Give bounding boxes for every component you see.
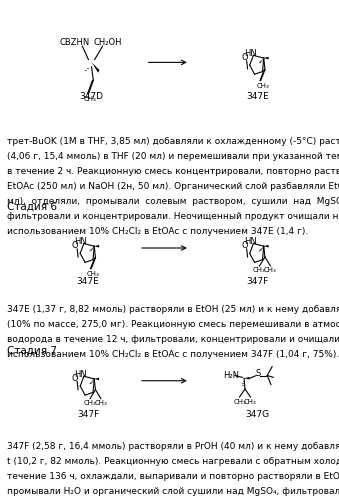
Text: 347G: 347G — [245, 410, 270, 419]
Text: 347E: 347E — [246, 92, 269, 101]
Text: EtOAc (250 мл) и NaOH (2н, 50 мл). Органический слой разбавляли EtOAc (600: EtOAc (250 мл) и NaOH (2н, 50 мл). Орган… — [7, 182, 339, 191]
Text: CBZHN: CBZHN — [60, 38, 90, 47]
Text: HN: HN — [244, 49, 256, 58]
Text: водорода в течение 12 ч, фильтровали, концентрировали и очищали на SiO₂ с: водорода в течение 12 ч, фильтровали, ко… — [7, 335, 339, 344]
Polygon shape — [244, 377, 250, 380]
Text: t (10,2 г, 82 ммоль). Реакционную смесь нагревали с обратным холодильником в: t (10,2 г, 82 ммоль). Реакционную смесь … — [7, 457, 339, 466]
Text: 347E (1,37 г, 8,82 ммоль) растворяли в EtOH (25 мл) и к нему добавляли Pd-C: 347E (1,37 г, 8,82 ммоль) растворяли в E… — [7, 305, 339, 314]
Text: фильтровали и концентрировали. Неочищенный продукт очищали на SiO₂ с: фильтровали и концентрировали. Неочищенн… — [7, 212, 339, 221]
Text: HN: HN — [244, 237, 256, 246]
Text: CH₃: CH₃ — [264, 267, 277, 273]
Text: CH₃: CH₃ — [87, 271, 100, 277]
Text: CH₃: CH₃ — [253, 267, 266, 273]
Text: H₂N: H₂N — [223, 371, 239, 380]
Text: 347F: 347F — [246, 277, 269, 286]
Text: CH₃: CH₃ — [95, 400, 107, 406]
Text: трет-BuOK (1М в THF, 3,85 мл) добавляли к охлажденному (-5°C) раствору 347D: трет-BuOK (1М в THF, 3,85 мл) добавляли … — [7, 137, 339, 146]
Text: (10% по массе, 275,0 мг). Реакционную смесь перемешивали в атмосфере: (10% по массе, 275,0 мг). Реакционную см… — [7, 320, 339, 329]
Text: в течение 2 ч. Реакционную смесь концентрировали, повторно растворяли в: в течение 2 ч. Реакционную смесь концент… — [7, 167, 339, 176]
Text: использованием 10% CH₂Cl₂ в EtOAc с получением 347F (1,04 г, 75%).: использованием 10% CH₂Cl₂ в EtOAc с полу… — [7, 350, 339, 359]
Text: S: S — [256, 369, 261, 378]
Text: O: O — [72, 241, 78, 250]
Text: HN: HN — [74, 237, 87, 246]
Polygon shape — [92, 62, 99, 73]
Polygon shape — [94, 378, 99, 380]
Text: 347D: 347D — [80, 92, 103, 101]
Text: 347E: 347E — [77, 277, 100, 286]
Text: CH₃: CH₃ — [256, 83, 269, 89]
Text: CH₃: CH₃ — [244, 399, 257, 405]
Text: (4,06 г, 15,4 ммоль) в THF (20 мл) и перемешивали при указанной температуре: (4,06 г, 15,4 ммоль) в THF (20 мл) и пер… — [7, 152, 339, 161]
Polygon shape — [264, 245, 268, 248]
Text: HN: HN — [74, 370, 87, 379]
Text: O: O — [241, 241, 248, 250]
Text: CH₃: CH₃ — [84, 400, 96, 406]
Polygon shape — [264, 57, 268, 59]
Text: CH₃: CH₃ — [84, 96, 97, 102]
Text: промывали H₂O и органический слой сушили над MgSO₄, фильтровали и: промывали H₂O и органический слой сушили… — [7, 487, 339, 496]
Text: течение 136 ч, охлаждали, выпаривали и повторно растворяли в EtOAc,: течение 136 ч, охлаждали, выпаривали и п… — [7, 472, 339, 481]
Text: Стадия 6: Стадия 6 — [7, 202, 57, 212]
Text: 347F: 347F — [77, 410, 99, 419]
Text: мл),  отделяли,  промывали  солевым  раствором,  сушили  над  MgSO₄,: мл), отделяли, промывали солевым раствор… — [7, 197, 339, 206]
Text: CH₃: CH₃ — [233, 399, 246, 405]
Text: O: O — [72, 374, 78, 383]
Text: CH₂OH: CH₂OH — [93, 38, 122, 47]
Polygon shape — [94, 245, 99, 248]
Text: 347F (2,58 г, 16,4 ммоль) растворяли в PrOH (40 мл) и к нему добавляли NaSBu-: 347F (2,58 г, 16,4 ммоль) растворяли в P… — [7, 442, 339, 451]
Text: Стадия 7: Стадия 7 — [7, 345, 57, 355]
Text: использованием 10% CH₂Cl₂ в EtOAc с получением 347E (1,4 г).: использованием 10% CH₂Cl₂ в EtOAc с полу… — [7, 227, 309, 236]
Text: O: O — [241, 53, 248, 62]
